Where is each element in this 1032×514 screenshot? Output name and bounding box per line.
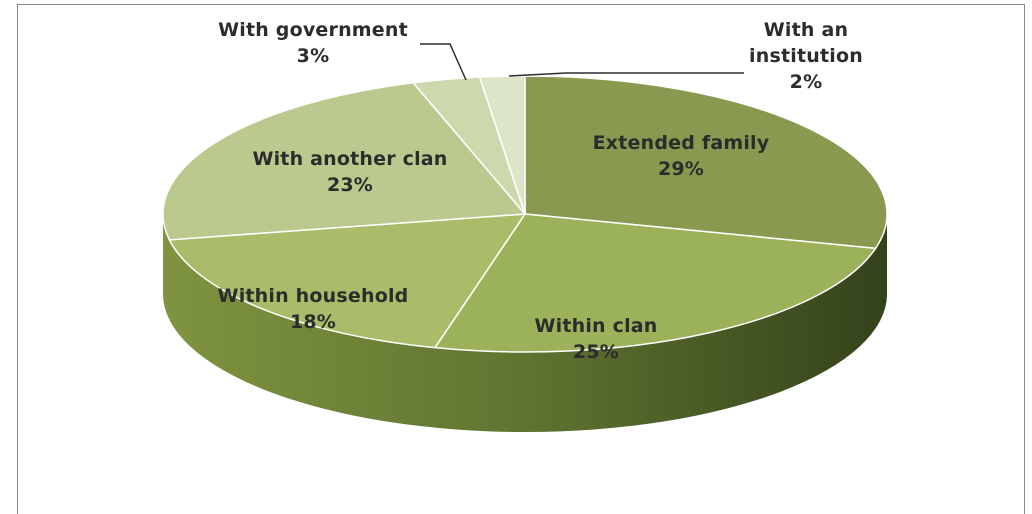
- slice-labels: Extended family 29% Within clan 25% Within h…: [218, 19, 863, 363]
- slice-name-label-with-government: With government: [218, 19, 408, 41]
- slice-value-label-within-household: 18%: [290, 311, 336, 333]
- slice-name-label-with-an-institution: With an: [764, 19, 848, 41]
- pie-slice-within-clan: [434, 213, 877, 353]
- slice-name-label-with-an-institution: institution: [749, 45, 863, 67]
- pie-slice-with-another-clan: [162, 82, 526, 241]
- leader-line-with-an-institution: [508, 72, 744, 77]
- slice-name-label-within-household: Within household: [218, 285, 409, 307]
- leader-line-with-government: [420, 43, 467, 81]
- chart-frame: [17, 4, 1025, 514]
- slice-value-label-with-government: 3%: [297, 45, 330, 67]
- pie-side-wall: [163, 214, 887, 432]
- pie-top-layer: [162, 75, 888, 353]
- slice-name-label-extended-family: Extended family: [593, 132, 770, 154]
- slice-value-label-within-clan: 25%: [573, 341, 619, 363]
- slice-name-label-within-clan: Within clan: [534, 315, 657, 337]
- pie-slice-extended-family: [524, 75, 888, 250]
- pie-slice-with-an-institution: [478, 75, 526, 215]
- leader-lines: [420, 43, 744, 81]
- slice-value-label-with-another-clan: 23%: [327, 174, 373, 196]
- slice-value-label-with-an-institution: 2%: [790, 71, 823, 93]
- pie-slice-within-household: [168, 213, 526, 349]
- slice-value-label-extended-family: 29%: [658, 158, 704, 180]
- pie-side-layer: [163, 214, 887, 432]
- slice-name-label-with-another-clan: With another clan: [252, 148, 447, 170]
